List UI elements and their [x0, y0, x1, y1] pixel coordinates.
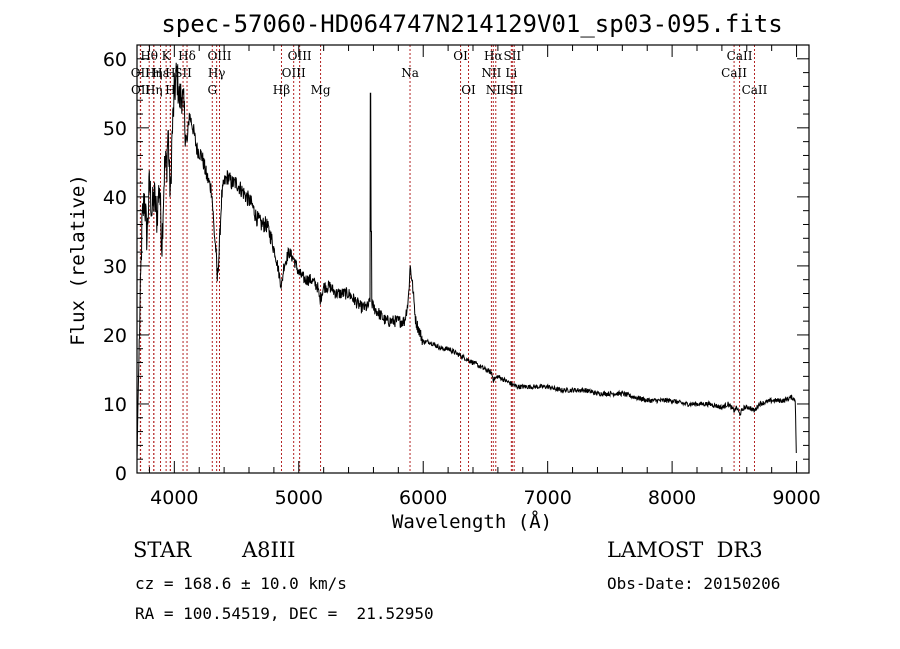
line-label-16: OIII: [288, 49, 312, 63]
y-tick-label-5: 50: [103, 118, 127, 140]
line-label-24: SII: [503, 49, 521, 63]
line-label-8: H: [165, 83, 175, 97]
plot-frame: [136, 44, 810, 474]
y-tick-label-3: 30: [103, 256, 127, 278]
line-label-9: SII: [174, 66, 192, 80]
line-label-2: Hθ: [140, 49, 158, 63]
line-label-17: Mg: [311, 83, 331, 97]
line-label-10: Hδ: [178, 49, 196, 63]
spectral-line-markers: [139, 45, 755, 473]
y-tick-label-2: 20: [103, 325, 127, 347]
axis-ticks: 4000 5000 6000 7000 8000 9000 0 10 20 30 40 50 60: [103, 44, 821, 509]
line-label-22: NII: [486, 83, 506, 97]
x-tick-label-5: 9000: [772, 487, 820, 509]
line-label-6: K: [162, 49, 172, 63]
line-label-27: CaII: [721, 66, 747, 80]
x-tick-label-2: 6000: [399, 487, 447, 509]
y-tick-label-6: 60: [103, 49, 127, 71]
chart-title: spec-57060-HD064747N214129V01_sp03-095.f…: [161, 10, 782, 38]
line-label-26: SII: [505, 83, 523, 97]
obs-date: Obs-Date: 20150206: [607, 574, 781, 593]
line-label-12: Hγ: [208, 66, 226, 80]
line-label-21: NII: [481, 66, 501, 80]
x-tick-label-0: 4000: [150, 487, 198, 509]
y-tick-label-1: 10: [103, 394, 127, 416]
subclass: A8III: [242, 538, 296, 562]
line-label-20: OI: [461, 83, 476, 97]
line-label-4: Hη: [145, 83, 163, 97]
line-label-15: OIII: [282, 66, 306, 80]
x-axis-label: Wavelength (Å): [392, 510, 552, 533]
x-tick-label-4: 8000: [648, 487, 696, 509]
spectrum-series: [136, 62, 797, 460]
line-label-3: Hη: [145, 66, 163, 80]
line-label-18: Na: [401, 66, 419, 80]
y-axis-label: Flux (relative): [67, 174, 89, 346]
redshift-cz: cz = 168.6 ± 10.0 km/s: [135, 574, 347, 593]
line-label-13: G: [207, 83, 217, 97]
line-label-5: Hε: [152, 66, 169, 80]
line-label-29: CaII: [742, 83, 768, 97]
line-label-1: OII: [131, 83, 151, 97]
object-class: STAR: [133, 538, 192, 562]
x-tick-label-1: 5000: [275, 487, 323, 509]
survey-name: LAMOST DR3: [607, 538, 763, 562]
y-tick-label-0: 0: [115, 463, 127, 485]
line-label-19: OI: [453, 49, 468, 63]
line-label-28: CaII: [727, 49, 753, 63]
line-label-14: Hβ: [273, 83, 290, 97]
x-tick-label-3: 7000: [523, 487, 571, 509]
line-label-23: Hα: [484, 49, 503, 63]
coordinates: RA = 100.54519, DEC = 21.52950: [135, 604, 434, 623]
line-label-25: Li: [505, 66, 517, 80]
line-label-7: H: [165, 66, 175, 80]
y-tick-label-4: 40: [103, 187, 127, 209]
line-label-11: OIII: [207, 49, 231, 63]
